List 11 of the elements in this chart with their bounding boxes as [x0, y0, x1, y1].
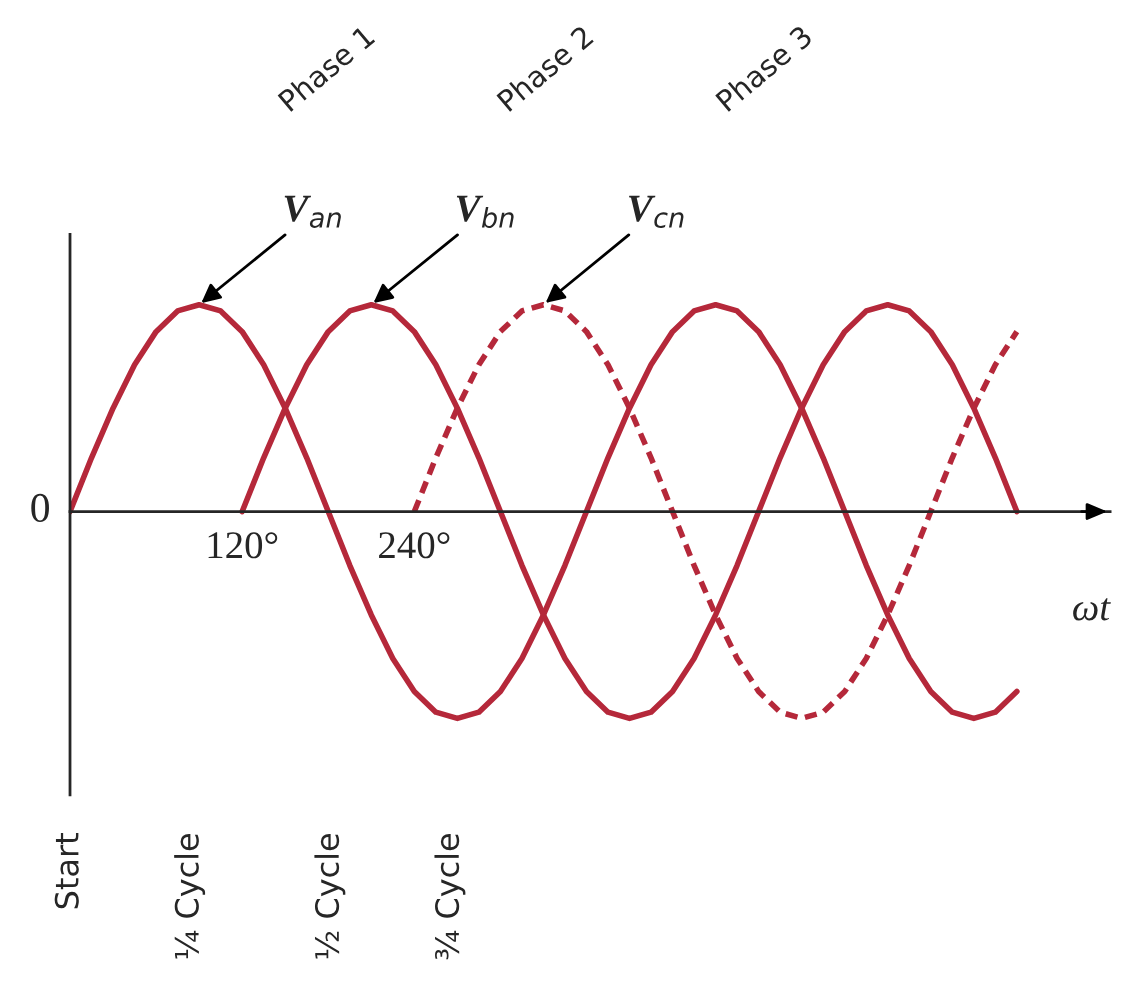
text: V$_{bn}$	[456, 195, 514, 228]
text: ¾ Cycle	[434, 834, 466, 960]
text: V$_{cn}$	[629, 195, 684, 228]
annotation: 0	[31, 493, 49, 522]
text: V$_{an}$	[284, 195, 341, 228]
text: ¼ Cycle	[174, 834, 206, 959]
x-tick-label: 240°	[379, 532, 450, 559]
x-axis-title: ωt	[1073, 598, 1111, 621]
text: Start	[54, 833, 79, 909]
text: ½ Cycle	[314, 834, 346, 959]
x-tick-label: 120°	[208, 532, 278, 559]
